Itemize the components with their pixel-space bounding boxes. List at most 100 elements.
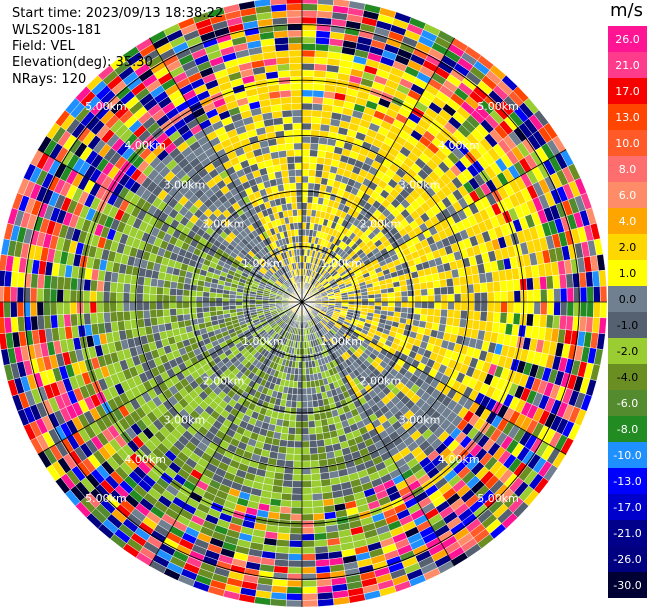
gate-cell	[289, 526, 303, 535]
gate-cell	[473, 301, 482, 312]
gate-cell	[163, 279, 172, 289]
gate-cell	[96, 312, 105, 324]
gate-cell	[314, 176, 322, 185]
gate-cell	[136, 310, 144, 320]
gate-cell	[156, 316, 165, 326]
gate-cell	[294, 427, 303, 435]
gate-cell	[296, 387, 303, 396]
gate-cell	[301, 49, 316, 58]
gate-cell	[63, 289, 71, 303]
gate-cell	[294, 228, 299, 237]
gate-cell	[387, 301, 396, 308]
gate-cell	[301, 553, 316, 561]
gate-cell	[175, 295, 184, 303]
gate-cell	[202, 306, 210, 313]
gate-cell	[291, 493, 303, 502]
gate-cell	[427, 301, 435, 310]
gate-cell	[493, 301, 502, 313]
gate-cell	[301, 374, 307, 382]
gate-cell	[301, 454, 311, 462]
gate-cell	[169, 281, 178, 290]
gate-cell	[175, 288, 184, 297]
gate-cell	[558, 315, 568, 330]
gate-cell	[278, 83, 292, 92]
gate-cell	[312, 506, 325, 515]
gate-cell	[122, 310, 131, 321]
gate-cell	[310, 460, 320, 468]
gate-cell	[307, 413, 315, 422]
gate-cell	[291, 487, 303, 495]
gate-cell	[287, 209, 294, 218]
gate-cell	[292, 215, 299, 224]
gate-cell	[285, 453, 295, 462]
gate-cell	[414, 301, 422, 309]
gate-cell	[294, 169, 303, 177]
ppi-gates	[0, 0, 608, 607]
gate-cell	[196, 312, 205, 319]
gate-cell	[311, 393, 318, 402]
gate-cell	[317, 452, 328, 461]
gate-cell	[291, 394, 298, 402]
gate-cell	[287, 162, 296, 171]
gate-cell	[280, 103, 293, 112]
gate-cell	[116, 292, 124, 303]
gate-cell	[312, 399, 319, 408]
gate-cell	[301, 195, 308, 203]
gate-cell	[286, 579, 303, 588]
gate-cell	[295, 175, 303, 184]
gate-cell	[400, 306, 409, 314]
gate-cell	[305, 367, 310, 376]
gate-cell	[301, 16, 318, 25]
gate-cell	[222, 301, 230, 307]
gate-cell	[195, 306, 204, 314]
gate-cell	[301, 427, 310, 435]
gate-cell	[295, 420, 303, 429]
gate-cell	[56, 301, 64, 316]
gate-cell	[533, 301, 541, 315]
gate-cell	[281, 486, 293, 495]
gate-cell	[36, 301, 45, 317]
gate-cell	[202, 311, 211, 318]
gate-cell	[162, 294, 170, 303]
gate-cell	[452, 317, 461, 328]
gate-cell	[500, 301, 508, 314]
gate-cell	[301, 155, 310, 164]
gate-cell	[289, 69, 303, 78]
gate-cell	[433, 308, 442, 317]
gate-cell	[273, 30, 289, 39]
gate-cell	[287, 559, 303, 568]
gate-cell	[301, 109, 313, 117]
gate-cell	[304, 361, 310, 369]
gate-cell	[315, 30, 331, 39]
gate-cell	[290, 89, 303, 97]
gate-cell	[274, 43, 290, 52]
gate-cell	[70, 277, 79, 291]
gate-cell	[297, 374, 303, 382]
gate-cell	[301, 513, 314, 522]
gate-cell	[136, 284, 144, 294]
gate-cell	[314, 426, 323, 435]
gate-cell	[96, 280, 105, 292]
gate-cell	[301, 89, 314, 97]
gate-cell	[313, 70, 327, 79]
gate-cell	[313, 63, 328, 72]
gate-cell	[301, 414, 309, 422]
gate-cell	[293, 149, 303, 157]
gate-cell	[43, 288, 51, 303]
gate-cell	[176, 314, 185, 322]
gate-cell	[292, 116, 303, 124]
gate-cell	[295, 189, 303, 197]
gate-cell	[525, 313, 534, 327]
gate-cell	[89, 279, 98, 292]
gate-cell	[553, 301, 561, 316]
gate-cell	[293, 135, 303, 144]
gate-cell	[419, 314, 428, 322]
gate-cell	[301, 401, 308, 409]
gate-cell	[301, 586, 318, 594]
gate-cell	[189, 301, 197, 309]
gate-cell	[82, 290, 91, 303]
gate-cell	[301, 82, 314, 91]
gate-cell	[277, 525, 291, 534]
gate-cell	[301, 228, 307, 237]
gate-cell	[282, 419, 290, 428]
